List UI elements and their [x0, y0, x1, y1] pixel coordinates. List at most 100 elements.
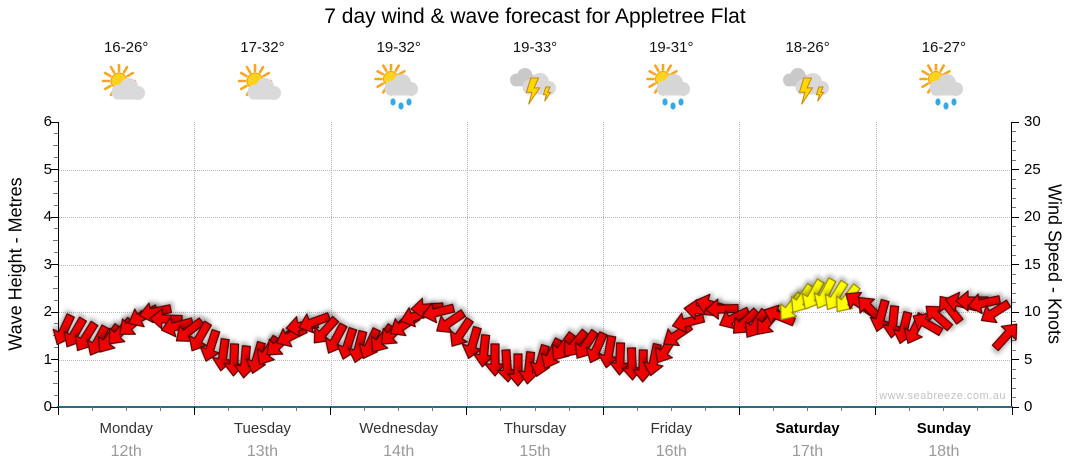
- right-axis-minor-tick: [1012, 378, 1016, 379]
- x-axis-minor-tick: [398, 407, 400, 411]
- wind-arrow: [196, 327, 227, 366]
- right-axis-tick-label: 15: [1024, 255, 1041, 273]
- temperature-range: 19-33°: [512, 39, 558, 56]
- right-axis-line: [1011, 122, 1012, 408]
- left-axis-minor-tick: [54, 157, 58, 159]
- x-axis-minor-tick: [227, 407, 229, 411]
- horizontal-gridline: [58, 217, 1012, 218]
- date-label: 16th: [655, 443, 687, 460]
- date-label: 13th: [246, 443, 278, 460]
- right-axis-tick-label: 5: [1024, 350, 1033, 368]
- date-label: 12th: [110, 443, 142, 460]
- date-label: 15th: [519, 443, 551, 460]
- x-axis-major-tick: [738, 407, 740, 415]
- right-axis-major-tick: [1012, 216, 1019, 218]
- x-axis-minor-tick: [159, 407, 161, 411]
- left-axis-tick-label: 2: [43, 303, 52, 320]
- plot-area: www.seabreeze.com.au 0 1 2 3 4 5 6 0 5 10 15 20 25 30: [44, 113, 1041, 415]
- left-axis-major-tick: [51, 406, 58, 408]
- x-axis-major-tick: [1011, 407, 1013, 415]
- page-title: 7 day wind & wave forecast for Appletree…: [324, 5, 746, 28]
- left-axis-minor-tick: [53, 382, 58, 384]
- right-axis-major-tick: [1012, 264, 1019, 265]
- wind-arrow: [158, 311, 197, 341]
- x-axis-minor-tick: [500, 407, 502, 411]
- x-axis-major-tick: [602, 407, 604, 415]
- wind-arrow: [975, 294, 1015, 331]
- left-axis-tick-label: 1: [43, 350, 52, 368]
- wind-arrow: [705, 298, 740, 321]
- wind-arrow: [965, 289, 1003, 318]
- x-axis-minor-tick: [261, 407, 263, 411]
- right-axis-minor-tick: [1012, 321, 1016, 322]
- day-label: Sunday: [916, 420, 971, 437]
- right-axis-minor-tick: [1012, 273, 1016, 275]
- left-axis-minor-tick: [53, 287, 58, 289]
- left-axis-minor-tick: [54, 370, 58, 372]
- right-axis-major-tick: [1012, 121, 1019, 123]
- x-axis-minor-tick: [125, 407, 127, 411]
- left-axis-major-tick: [51, 264, 58, 265]
- right-axis-minor-tick: [1012, 131, 1016, 132]
- x-axis-minor-tick: [364, 407, 366, 411]
- weather-icon-storm: [780, 64, 836, 114]
- left-axis-major-tick: [51, 216, 58, 218]
- temperature-range: 19-31°: [649, 39, 694, 56]
- right-axis-minor-tick: [1012, 197, 1016, 199]
- temperature-range: 16-27°: [921, 39, 967, 56]
- right-axis-minor-tick: [1012, 207, 1016, 208]
- left-axis-tick-label: 4: [43, 208, 52, 225]
- right-axis-minor-tick: [1012, 150, 1016, 151]
- day-label: Wednesday: [359, 420, 439, 437]
- left-axis-tick-label: 3: [43, 255, 52, 273]
- right-axis-minor-tick: [1012, 349, 1016, 351]
- left-axis-minor-tick: [54, 299, 58, 301]
- temperature-range: 16-26°: [103, 39, 149, 56]
- right-axis-minor-tick: [1012, 340, 1016, 341]
- x-axis-minor-tick: [670, 407, 672, 411]
- left-axis-minor-tick: [53, 145, 58, 147]
- wind-arrow: [136, 298, 174, 327]
- weather-icon-sun-cloud: [98, 63, 154, 114]
- right-axis-minor-tick: [1012, 368, 1016, 370]
- right-axis-major-tick: [1012, 169, 1019, 170]
- right-axis-major-tick: [1012, 406, 1019, 408]
- temperature-range: 19-32°: [376, 39, 421, 56]
- left-axis-minor-tick: [54, 394, 58, 396]
- right-axis-minor-tick: [1012, 292, 1016, 294]
- left-axis-minor-tick: [54, 228, 58, 230]
- weather-icon-sun-cloud-rain: [916, 62, 972, 114]
- weather-icon-sun-cloud-rain: [643, 62, 699, 114]
- x-axis-minor-tick: [977, 407, 979, 411]
- right-axis-minor-tick: [1012, 283, 1016, 284]
- left-axis-line: [58, 122, 59, 408]
- right-axis-major-tick: [1012, 311, 1019, 313]
- left-axis-minor-tick: [54, 252, 58, 254]
- left-axis-major-tick: [51, 121, 58, 123]
- wind-arrow: [149, 307, 184, 330]
- temperature-range: 17-32°: [240, 39, 285, 56]
- left-axis-minor-tick: [54, 133, 58, 135]
- vertical-gridline: [603, 122, 605, 407]
- left-axis-major-tick: [51, 311, 58, 313]
- right-axis-minor-tick: [1012, 178, 1016, 180]
- x-axis-minor-tick: [773, 407, 774, 411]
- right-axis-tick-label: 10: [1024, 303, 1041, 320]
- vertical-gridline: [330, 122, 332, 407]
- left-axis-tick-label: 5: [43, 160, 52, 178]
- date-label: 14th: [383, 443, 415, 460]
- day-label: Tuesday: [233, 420, 291, 437]
- x-axis-minor-tick: [841, 407, 843, 411]
- left-axis-minor-tick: [54, 180, 58, 182]
- x-axis-minor-tick: [909, 407, 911, 411]
- x-axis-minor-tick: [568, 407, 570, 411]
- day-label: Monday: [99, 420, 153, 437]
- right-axis-tick-label: 0: [1024, 398, 1033, 415]
- wind-arrow: [669, 307, 707, 337]
- wind-arrow: [294, 306, 333, 338]
- right-axis-minor-tick: [1012, 188, 1016, 189]
- x-axis-minor-tick: [534, 407, 536, 411]
- right-axis-minor-tick: [1012, 159, 1016, 161]
- x-axis-major-tick: [57, 407, 59, 415]
